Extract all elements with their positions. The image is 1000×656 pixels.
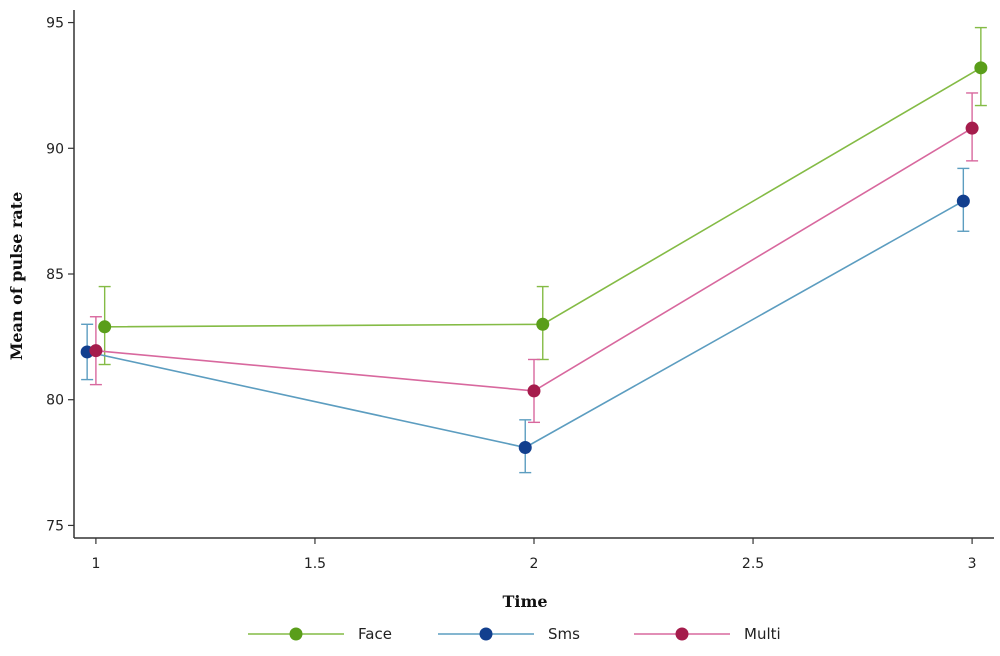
series-layer bbox=[80, 26, 988, 474]
x-tick-label: 1.5 bbox=[304, 556, 326, 572]
series-line bbox=[95, 127, 973, 392]
x-tick-label: 3 bbox=[968, 556, 977, 572]
data-point bbox=[527, 384, 541, 398]
legend-label: Face bbox=[358, 625, 392, 643]
legend-label: Multi bbox=[744, 625, 781, 643]
y-axis-title: Mean of pulse rate bbox=[7, 192, 26, 361]
legend: Face Sms Multi bbox=[248, 625, 781, 643]
y-tick-label: 95 bbox=[46, 16, 64, 32]
legend-item-multi: Multi bbox=[634, 625, 781, 643]
data-point bbox=[98, 320, 112, 334]
axes: 75 80 85 90 95 1 1.5 2 2.5 3 bbox=[46, 10, 994, 572]
legend-item-sms: Sms bbox=[438, 625, 580, 643]
y-tick-label: 80 bbox=[46, 393, 64, 409]
series-face bbox=[98, 26, 988, 366]
legend-marker bbox=[289, 627, 303, 641]
y-tick-label: 75 bbox=[46, 518, 64, 534]
y-tick-label: 85 bbox=[46, 267, 64, 283]
legend-marker bbox=[479, 627, 493, 641]
data-point bbox=[536, 317, 550, 331]
series-sms bbox=[80, 167, 970, 474]
x-tick-label: 2 bbox=[530, 556, 539, 572]
x-tick-label: 2.5 bbox=[742, 556, 764, 572]
y-tick-label: 90 bbox=[46, 141, 64, 157]
legend-label: Sms bbox=[548, 625, 580, 643]
x-axis-title: Time bbox=[502, 592, 547, 611]
data-point bbox=[518, 440, 532, 454]
data-point bbox=[965, 121, 979, 135]
series-multi bbox=[89, 92, 979, 424]
data-point bbox=[974, 61, 988, 75]
x-tick-label: 1 bbox=[91, 556, 100, 572]
data-point bbox=[956, 194, 970, 208]
legend-item-face: Face bbox=[248, 625, 392, 643]
data-point bbox=[89, 344, 103, 358]
legend-marker bbox=[675, 627, 689, 641]
